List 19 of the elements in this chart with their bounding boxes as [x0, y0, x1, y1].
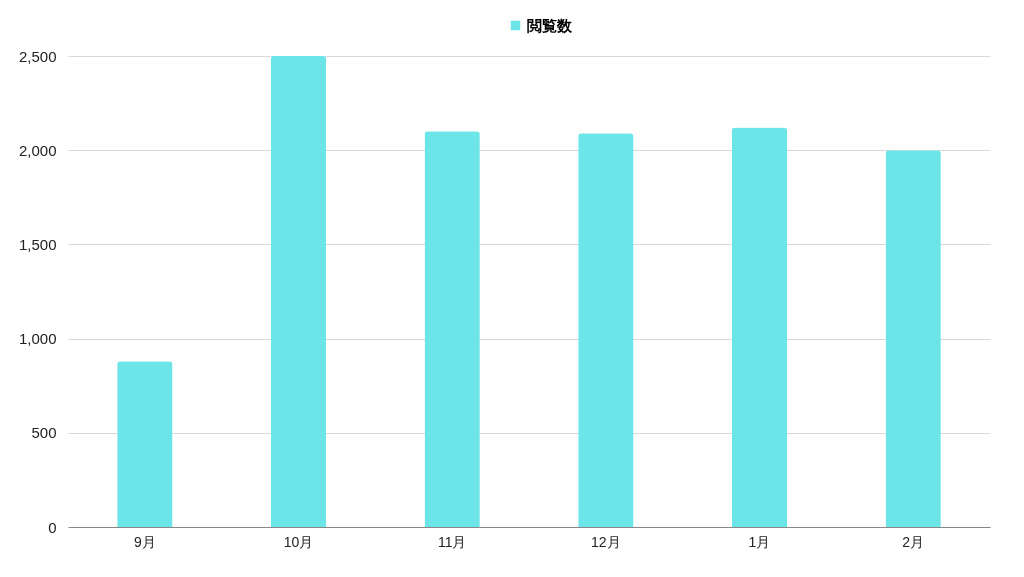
- bar: [578, 133, 634, 527]
- x-tick-label: 9月: [133, 533, 156, 550]
- y-tick-label: 0: [48, 518, 57, 536]
- y-tick-label: 2,000: [18, 141, 57, 159]
- bar: [731, 127, 788, 527]
- x-tick-label: 2月: [902, 533, 925, 550]
- y-tick-label: 1,500: [18, 235, 57, 253]
- x-tick-label: 12月: [591, 533, 621, 550]
- y-tick-label: 1,000: [18, 330, 57, 348]
- bar: [424, 131, 480, 527]
- bar: [117, 361, 173, 527]
- bar: [885, 150, 941, 527]
- legend-label: 閲覧数: [527, 16, 573, 34]
- x-tick-label: 1月: [748, 533, 771, 550]
- bar: [270, 56, 327, 527]
- y-tick-label: 2,500: [18, 47, 57, 65]
- x-tick-label: 11月: [437, 533, 467, 550]
- x-tick-label: 10月: [283, 533, 314, 550]
- y-tick-label: 500: [31, 424, 57, 442]
